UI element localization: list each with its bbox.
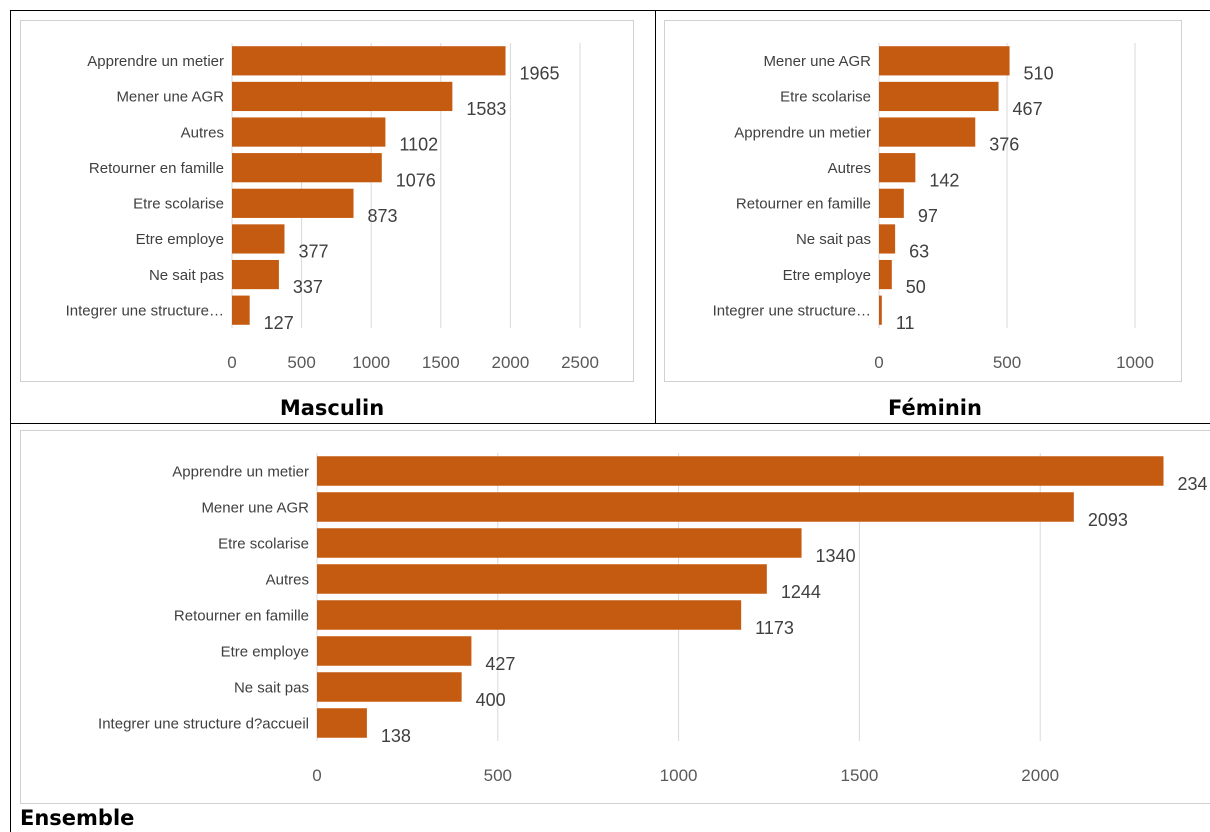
feminin-value-label: 11 xyxy=(896,313,915,333)
ensemble-bar xyxy=(317,600,742,630)
feminin-tick-label: 0 xyxy=(874,353,883,372)
frame-left-border xyxy=(10,10,11,832)
ensemble-value-label: 138 xyxy=(381,726,411,746)
chart-ensemble-svg: Apprendre un metier 234 Mener une AGR 2093 E… xyxy=(98,453,1208,785)
masculin-bar xyxy=(232,117,386,147)
masculin-value-label: 337 xyxy=(293,277,323,297)
feminin-value-label: 97 xyxy=(918,206,938,226)
ensemble-value-label: 427 xyxy=(485,654,515,674)
ensemble-bar xyxy=(317,456,1164,486)
masculin-value-label: 377 xyxy=(298,242,328,262)
feminin-value-label: 142 xyxy=(929,170,959,190)
feminin-tick-label: 500 xyxy=(993,353,1021,372)
ensemble-bar xyxy=(317,528,802,558)
masculin-bar xyxy=(232,46,506,76)
feminin-bar xyxy=(879,259,892,290)
masculin-category-label: Apprendre un metier xyxy=(87,53,224,70)
ensemble-category-label: Etre employe xyxy=(221,643,309,660)
masculin-tick-label: 500 xyxy=(287,353,315,372)
masculin-category-label: Etre scolarise xyxy=(133,196,224,213)
ensemble-tick-label: 0 xyxy=(312,766,321,785)
ensemble-bar xyxy=(317,636,472,666)
ensemble-category-label: Mener une AGR xyxy=(201,499,309,516)
feminin-value-label: 50 xyxy=(906,277,926,297)
feminin-category-label: Ne sait pas xyxy=(796,231,871,248)
feminin-category-label: Mener une AGR xyxy=(763,53,871,70)
feminin-bar xyxy=(879,224,896,254)
masculin-value-label: 1583 xyxy=(466,99,506,119)
chart-feminin: Mener une AGR 510 Etre scolarise 467 Apprend… xyxy=(664,20,1182,382)
caption-masculin: Masculin xyxy=(279,396,385,420)
feminin-value-label: 63 xyxy=(909,242,929,262)
frame-middle-divider xyxy=(655,10,656,424)
feminin-bar xyxy=(879,295,882,325)
ensemble-category-label: Ne sait pas xyxy=(234,679,309,696)
masculin-bar xyxy=(232,224,285,254)
chart-feminin-svg: Mener une AGR 510 Etre scolarise 467 Apprend… xyxy=(713,43,1154,372)
feminin-category-label: Etre scolarise xyxy=(780,89,871,106)
masculin-tick-label: 1500 xyxy=(422,353,460,372)
chart-ensemble: Apprendre un metier 234 Mener une AGR 2093 E… xyxy=(20,430,1210,804)
ensemble-tick-label: 500 xyxy=(484,766,512,785)
ensemble-category-label: Etre scolarise xyxy=(218,535,309,552)
feminin-tick-label: 1000 xyxy=(1116,353,1154,372)
masculin-value-label: 1076 xyxy=(396,170,436,190)
ensemble-value-label: 2093 xyxy=(1088,510,1128,530)
feminin-category-label: Autres xyxy=(828,160,871,177)
ensemble-value-label: 400 xyxy=(476,690,506,710)
feminin-category-label: Etre employe xyxy=(783,267,871,284)
masculin-category-label: Retourner en famille xyxy=(89,160,224,177)
ensemble-value-label: 1244 xyxy=(781,582,821,602)
ensemble-bar xyxy=(317,708,367,738)
masculin-value-label: 127 xyxy=(264,313,294,333)
masculin-bar xyxy=(232,188,354,218)
feminin-value-label: 467 xyxy=(1013,99,1043,119)
feminin-category-label: Apprendre un metier xyxy=(734,124,871,141)
masculin-bar xyxy=(232,81,453,112)
frame-top-border xyxy=(10,10,1210,11)
masculin-category-label: Autres xyxy=(181,124,224,141)
masculin-category-label: Ne sait pas xyxy=(149,267,224,284)
ensemble-tick-label: 1000 xyxy=(660,766,698,785)
feminin-category-label: Retourner en famille xyxy=(736,196,871,213)
masculin-category-label: Integrer une structure… xyxy=(66,302,224,319)
ensemble-category-label: Autres xyxy=(266,571,309,588)
feminin-category-label: Integrer une structure… xyxy=(713,302,871,319)
ensemble-value-label: 1173 xyxy=(755,618,794,638)
ensemble-bar xyxy=(317,672,462,702)
masculin-category-label: Mener une AGR xyxy=(116,89,224,106)
chart-masculin: Apprendre un metier 1965 Mener une AGR 1583… xyxy=(20,20,634,382)
feminin-value-label: 510 xyxy=(1024,63,1054,83)
masculin-bar xyxy=(232,153,382,183)
masculin-bar xyxy=(232,295,250,325)
feminin-bar xyxy=(879,117,976,147)
masculin-tick-label: 0 xyxy=(227,353,236,372)
masculin-value-label: 1965 xyxy=(520,63,560,83)
masculin-value-label: 1102 xyxy=(399,135,438,155)
ensemble-value-label: 234 xyxy=(1178,474,1208,494)
ensemble-bar xyxy=(317,564,767,594)
ensemble-tick-label: 2000 xyxy=(1021,766,1059,785)
feminin-value-label: 376 xyxy=(989,135,1019,155)
ensemble-bar xyxy=(317,492,1074,522)
masculin-category-label: Etre employe xyxy=(136,231,224,248)
ensemble-category-label: Retourner en famille xyxy=(174,607,309,624)
ensemble-category-label: Apprendre un metier xyxy=(172,463,309,480)
masculin-tick-label: 2500 xyxy=(561,353,599,372)
masculin-value-label: 873 xyxy=(368,206,398,226)
ensemble-tick-label: 1500 xyxy=(840,766,878,785)
masculin-tick-label: 2000 xyxy=(491,353,529,372)
ensemble-value-label: 1340 xyxy=(816,546,856,566)
caption-ensemble: Ensemble xyxy=(20,806,135,830)
caption-feminin: Féminin xyxy=(888,396,982,420)
ensemble-category-label: Integrer une structure d?accueil xyxy=(98,715,309,732)
chart-masculin-svg: Apprendre un metier 1965 Mener une AGR 1583… xyxy=(66,43,599,372)
masculin-bar xyxy=(232,259,279,290)
frame-row-divider xyxy=(10,423,1210,424)
feminin-bar xyxy=(879,46,1010,76)
feminin-bar xyxy=(879,81,999,112)
masculin-tick-label: 1000 xyxy=(352,353,390,372)
feminin-bar xyxy=(879,188,904,218)
feminin-bar xyxy=(879,153,916,183)
